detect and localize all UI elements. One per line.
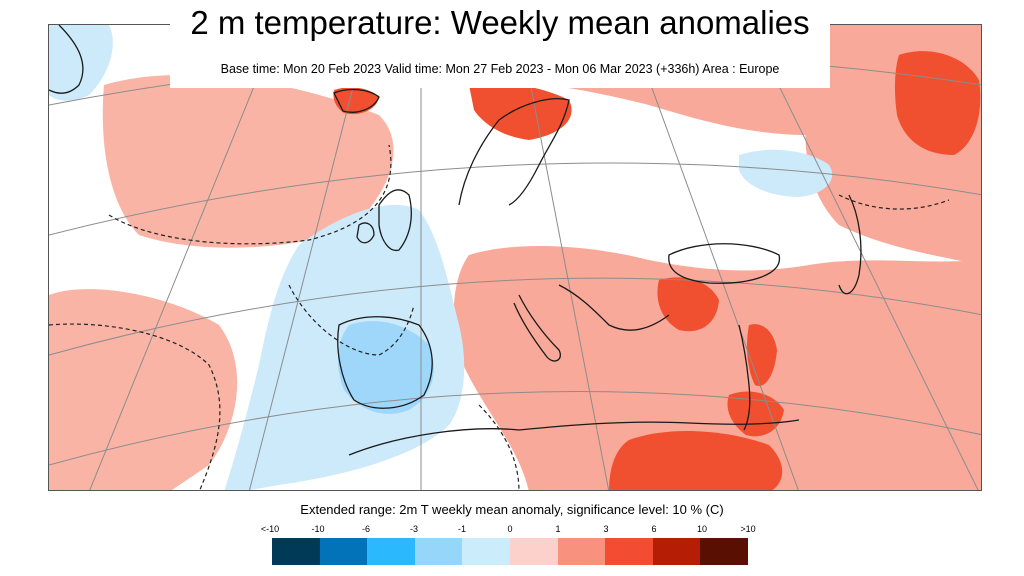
coastline-caspian xyxy=(838,194,862,295)
color-legend xyxy=(272,538,748,565)
legend-swatch xyxy=(462,538,510,565)
strong-warm-north-africa xyxy=(609,430,783,490)
significance-contours xyxy=(49,144,950,490)
legend-tick: >10 xyxy=(740,524,756,534)
legend-swatch xyxy=(557,538,606,565)
legend-swatch xyxy=(700,538,748,565)
strong-warm-turkey xyxy=(657,277,719,332)
legend-swatch xyxy=(605,538,653,565)
contour-east xyxy=(838,194,950,210)
title-panel: 2 m temperature: Weekly mean anomalies B… xyxy=(170,0,830,88)
map-canvas xyxy=(49,25,981,490)
legend-tick: -10 xyxy=(311,524,325,534)
coastline-north-africa xyxy=(348,419,800,456)
coastline-levant xyxy=(738,324,751,431)
legend-swatch xyxy=(414,538,463,565)
contour-atlantic xyxy=(108,144,392,245)
legend-caption: Extended range: 2m T weekly mean anomaly… xyxy=(300,502,724,517)
legend-tick: -6 xyxy=(361,524,370,534)
latitude-line-60 xyxy=(49,162,981,236)
strong-warm-iceland xyxy=(333,87,379,115)
legend-swatch xyxy=(272,538,320,565)
coastline-british-isles xyxy=(356,189,412,252)
legend-swatch xyxy=(509,538,558,565)
longitude-line-30 xyxy=(628,25,799,490)
warm-anomaly-mediterranean xyxy=(453,245,981,490)
coastline-greenland xyxy=(49,25,84,94)
cold-anomaly-iberia-core xyxy=(337,321,434,414)
legend-swatch xyxy=(319,538,368,565)
anomaly-field-layer xyxy=(49,25,981,490)
anomaly-map[interactable] xyxy=(48,24,982,491)
coastline-iceland xyxy=(333,88,380,113)
legend-tick: 1 xyxy=(555,524,561,534)
cold-anomaly-black-sea xyxy=(739,149,833,197)
legend-swatch xyxy=(367,538,415,565)
strong-warm-russia xyxy=(894,51,981,155)
legend-tick: 0 xyxy=(507,524,513,534)
coastline-scandinavia xyxy=(458,98,570,206)
legend-tick: 6 xyxy=(651,524,657,534)
coastline-italy xyxy=(513,294,561,362)
legend-swatch xyxy=(652,538,701,565)
coastline-layer xyxy=(49,25,862,456)
legend-tick: 3 xyxy=(603,524,609,534)
coastline-black-sea xyxy=(668,243,780,284)
legend-tick: <-10 xyxy=(260,524,280,534)
legend-tick-labels: <-10 -10 -6 -3 -1 0 1 3 6 10 >10 xyxy=(246,524,774,536)
longitude-line-minus30 xyxy=(89,25,280,490)
longitude-line-45 xyxy=(748,25,979,490)
longitude-line-minus15 xyxy=(248,25,370,490)
latitude-line-40 xyxy=(49,391,981,466)
legend-tick: -1 xyxy=(457,524,466,534)
page-subtitle: Base time: Mon 20 Feb 2023 Valid time: M… xyxy=(220,62,780,76)
cold-anomaly-greenland xyxy=(49,25,113,101)
coastline-iberia xyxy=(337,316,433,409)
page-title: 2 m temperature: Weekly mean anomalies xyxy=(190,4,810,41)
warm-anomaly-atlantic xyxy=(102,75,394,248)
coastline-balkans xyxy=(558,284,670,331)
warm-anomaly-southwest xyxy=(49,289,238,490)
legend-tick: 10 xyxy=(696,524,707,534)
contour-iberia xyxy=(288,284,415,356)
legend-tick: -3 xyxy=(409,524,418,534)
strong-warm-egypt xyxy=(727,391,784,437)
contour-southwest xyxy=(49,323,221,490)
